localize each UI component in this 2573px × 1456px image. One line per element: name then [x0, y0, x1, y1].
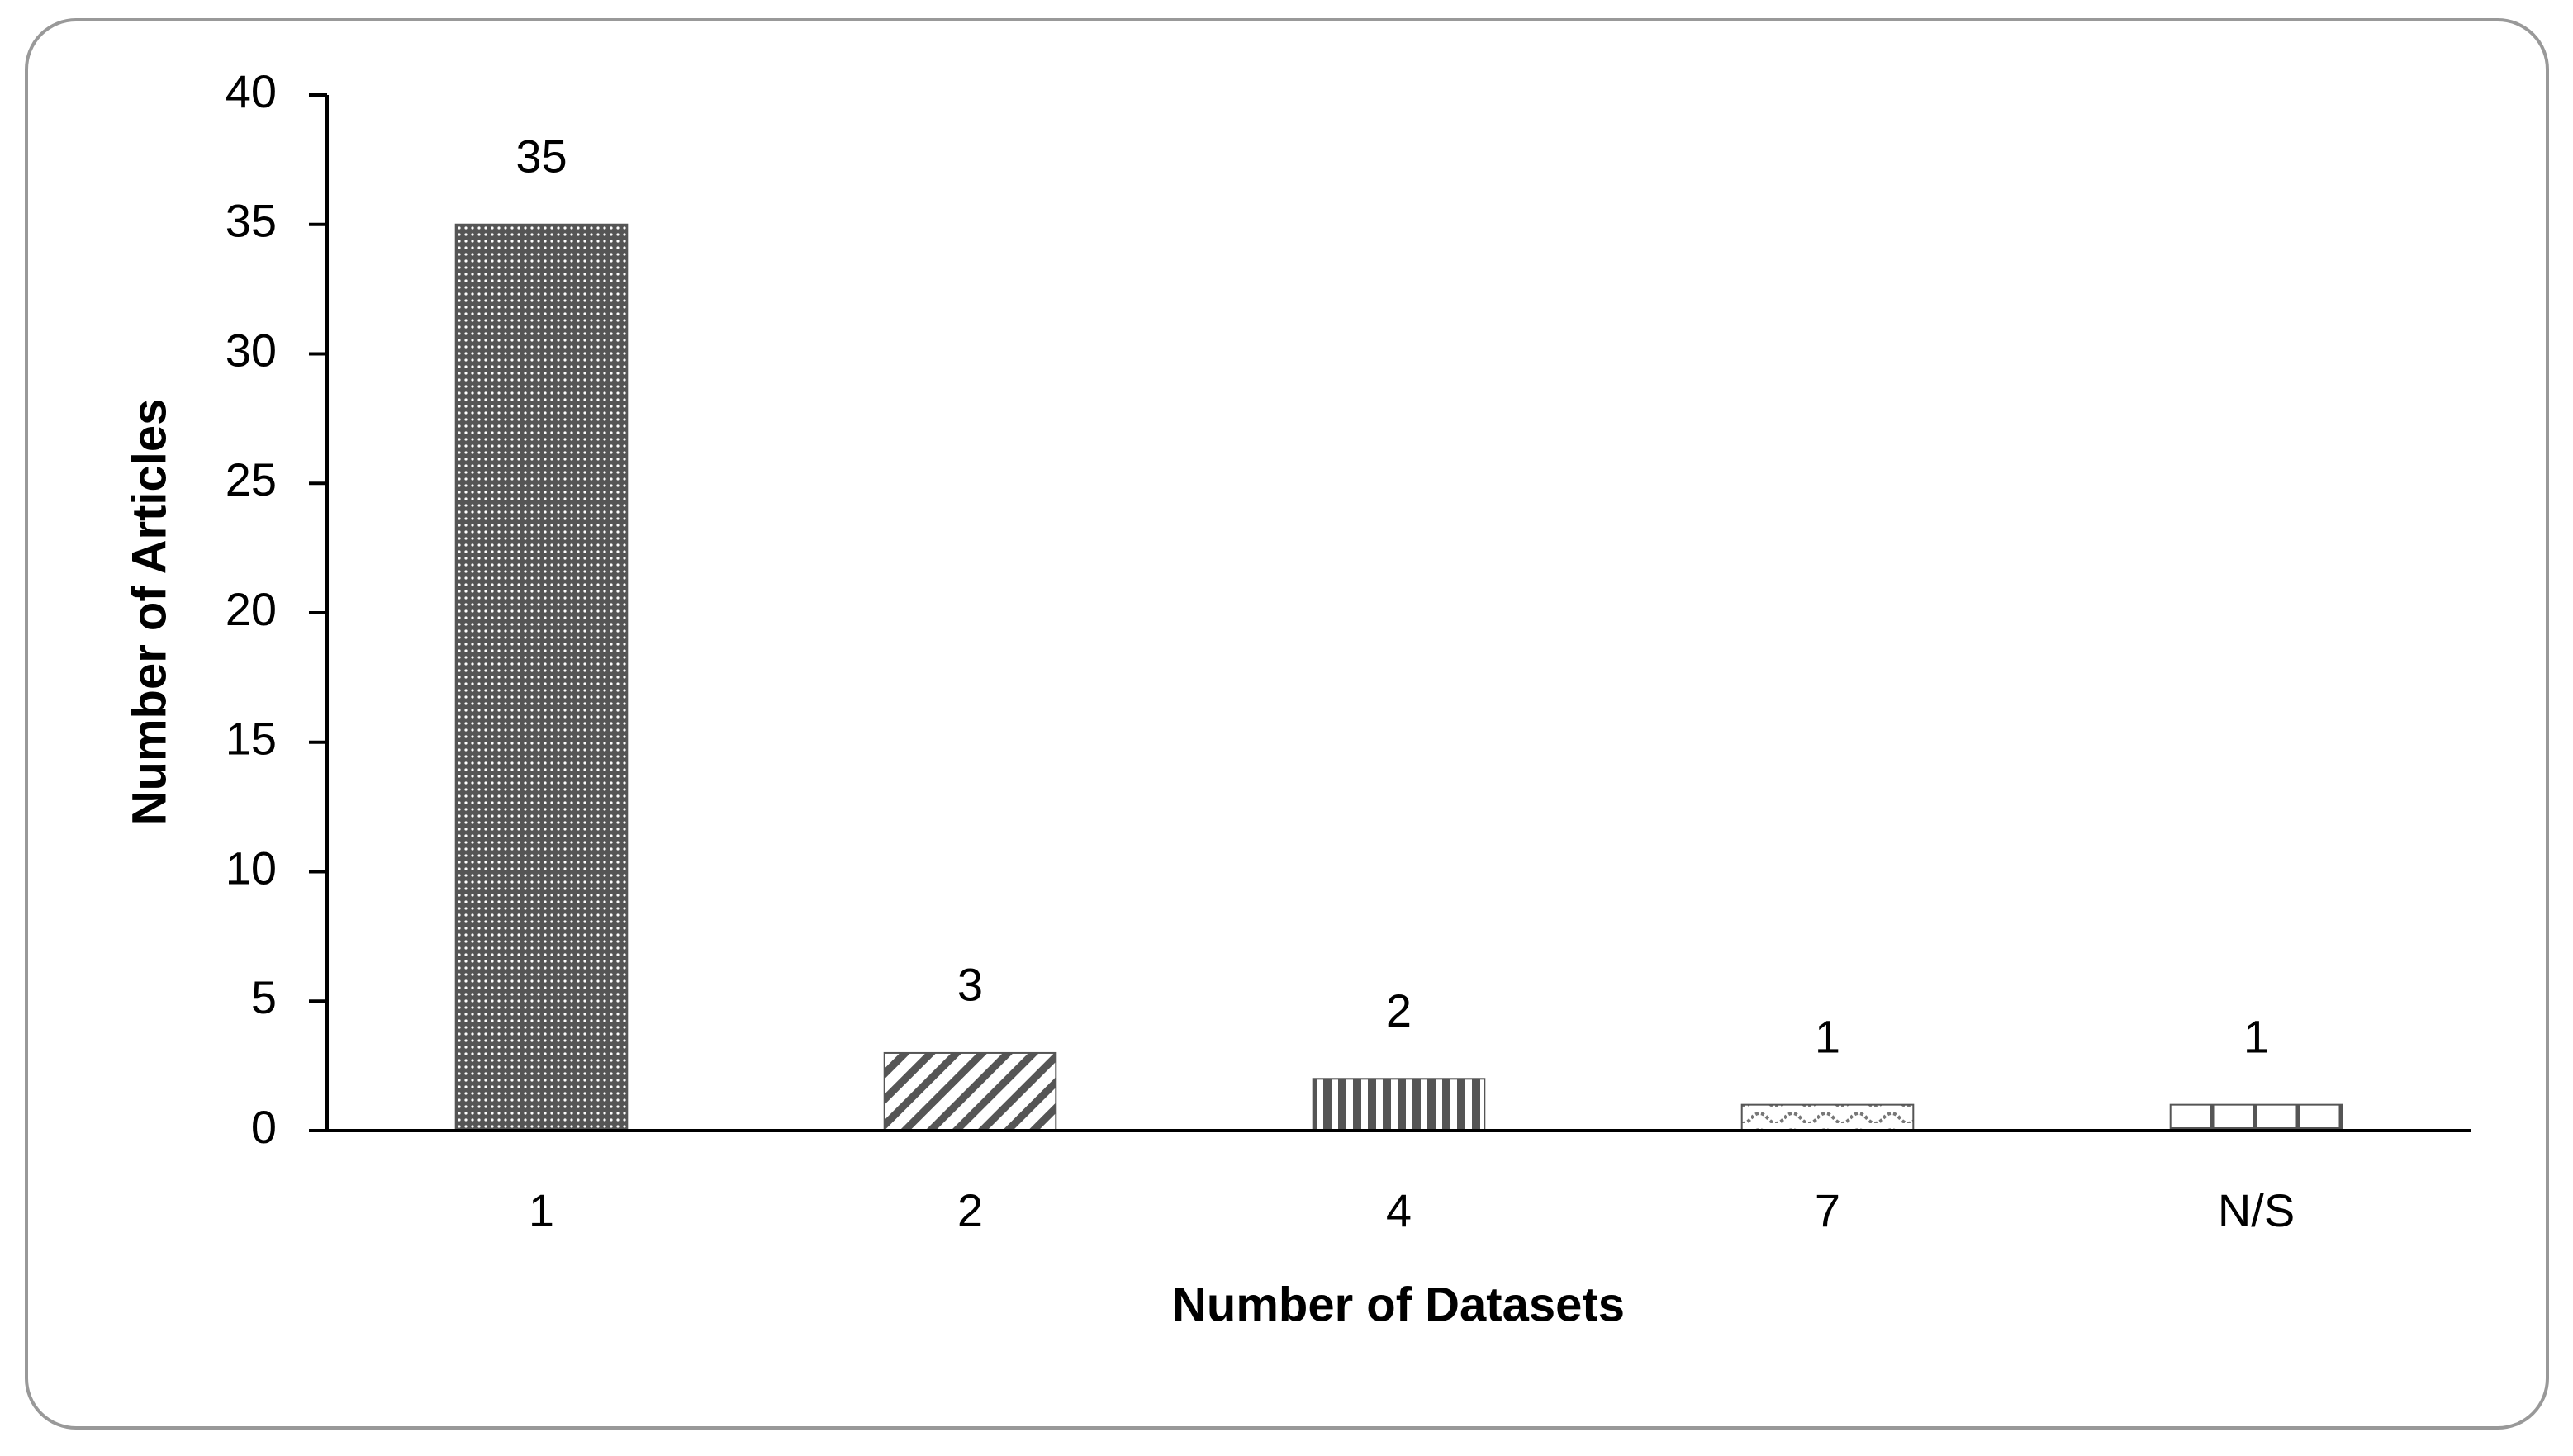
y-tick-label: 5 — [251, 971, 277, 1023]
y-tick-label: 15 — [225, 713, 277, 765]
x-tick-label: 1 — [529, 1184, 554, 1236]
x-axis-title: Number of Datasets — [1172, 1278, 1625, 1331]
y-tick-label: 25 — [225, 453, 277, 505]
bar — [454, 223, 629, 1131]
data-label: 35 — [515, 130, 567, 183]
y-tick-label: 20 — [225, 583, 277, 635]
y-tick-label: 0 — [251, 1101, 277, 1153]
x-tick-label: 7 — [1815, 1184, 1840, 1236]
bar — [1740, 1103, 1915, 1132]
x-tick-label: 4 — [1386, 1184, 1412, 1236]
bar — [2169, 1103, 2343, 1132]
x-tick-label: 2 — [957, 1184, 983, 1236]
y-tick-label: 30 — [225, 324, 277, 376]
data-label: 3 — [957, 959, 983, 1011]
data-label: 2 — [1386, 984, 1412, 1036]
y-tick-label: 35 — [225, 195, 277, 247]
y-axis-title: Number of Articles — [122, 399, 176, 826]
frame — [25, 18, 2549, 1430]
y-tick-label: 10 — [225, 842, 277, 894]
bar — [883, 1051, 1057, 1131]
data-label: 1 — [2243, 1010, 2269, 1062]
data-label: 1 — [1815, 1010, 1840, 1062]
x-tick-label: N/S — [2218, 1184, 2295, 1236]
bar — [1312, 1078, 1486, 1132]
y-tick-label: 40 — [225, 65, 277, 117]
